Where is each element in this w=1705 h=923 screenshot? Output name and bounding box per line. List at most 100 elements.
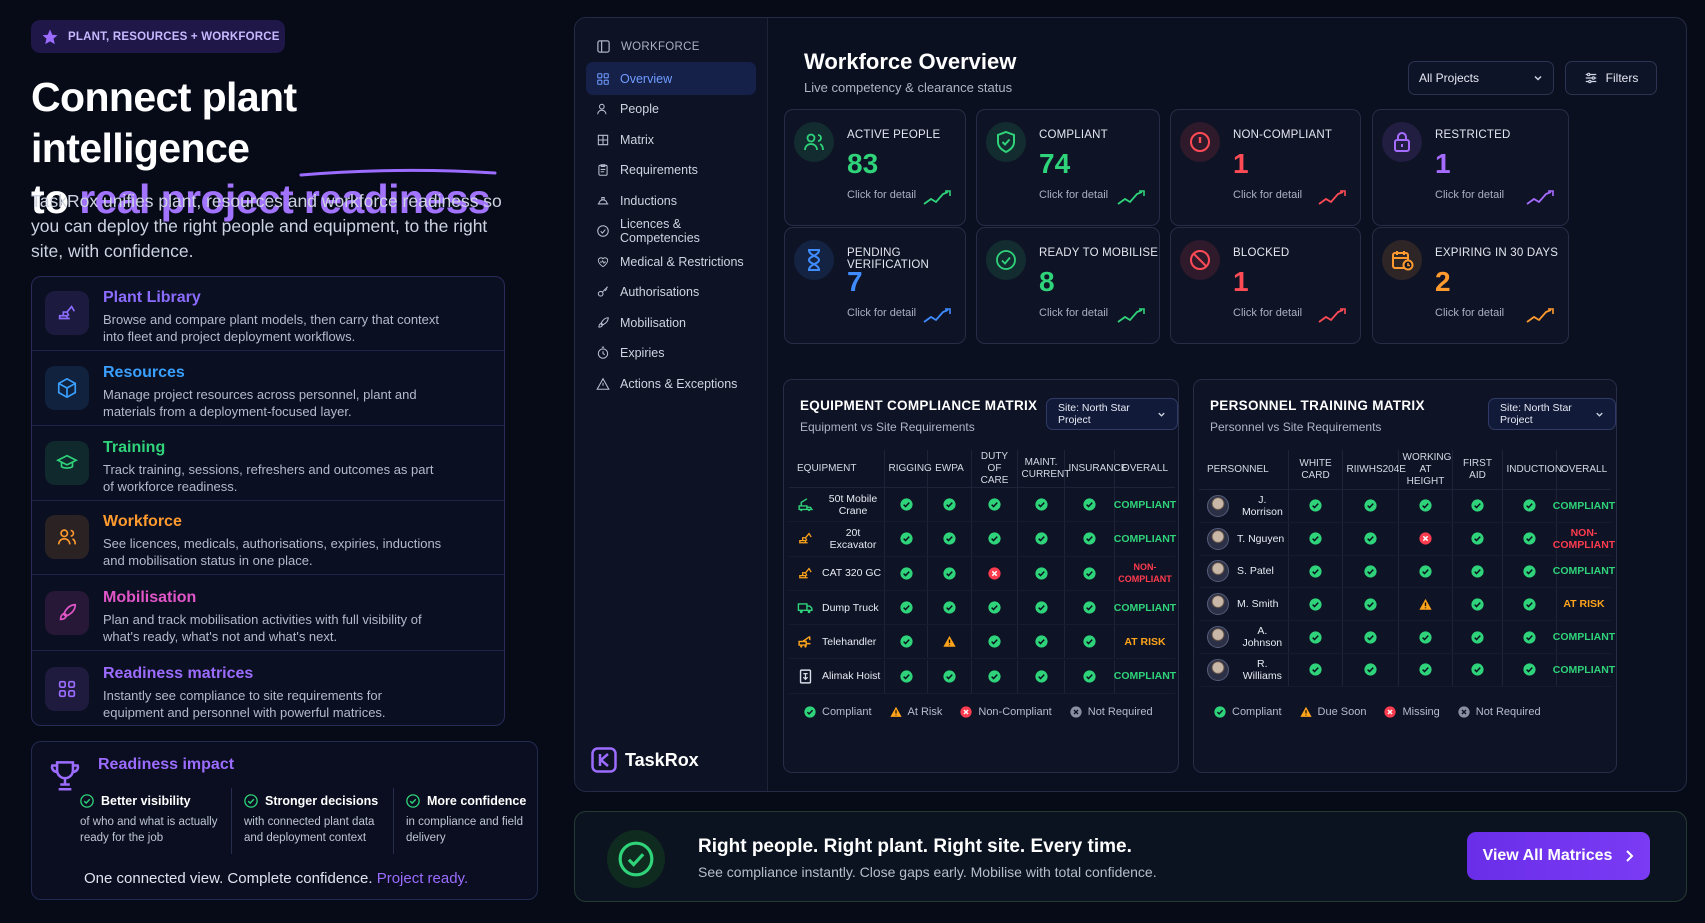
feature-title: Resources	[103, 364, 185, 381]
view-all-matrices-button[interactable]: View All Matrices	[1467, 832, 1650, 880]
feature-mobilisation[interactable]: Mobilisation Plan and track mobilisation …	[32, 577, 504, 651]
feature-readiness-matrices[interactable]: Readiness matrices Instantly see complian…	[32, 653, 504, 725]
impact-footer: One connected view. Complete confidence.…	[84, 870, 468, 887]
column-header: FIRST AID	[1453, 450, 1503, 489]
feature-text: Training Track training, sessions, refres…	[103, 439, 443, 500]
kpi-ready-to-mobilise[interactable]: READY TO MOBILISE 8 Click for detail	[976, 227, 1160, 344]
table-row[interactable]: Alimak Hoist COMPLIANT	[789, 659, 1176, 694]
kpi-value: 74	[1039, 148, 1071, 179]
sidebar-section-workforce[interactable]: WORKFORCE	[586, 30, 756, 63]
sidebar-item-licences-competencies[interactable]: Licences & Competencies	[586, 215, 756, 248]
kpi-restricted[interactable]: RESTRICTED 1 Click for detail	[1372, 109, 1569, 226]
sidebar-item-people[interactable]: People	[586, 93, 756, 126]
overall-status-cell: COMPLIANT	[1114, 591, 1176, 624]
kpi-non-compliant[interactable]: NON-COMPLIANT 1 Click for detail	[1170, 109, 1361, 226]
avatar	[1207, 560, 1229, 583]
column-header: OVERALL	[1557, 450, 1611, 489]
site-select[interactable]: Site: North Star Project	[1046, 398, 1178, 430]
sidebar-item-label: People	[620, 102, 659, 116]
kpi-expiring-in-30-days[interactable]: EXPIRING IN 30 DAYS 2 Click for detail	[1372, 227, 1569, 344]
row-label-cell: M. Smith	[1199, 588, 1289, 621]
sidebar-item-mobilisation[interactable]: Mobilisation	[586, 306, 756, 339]
table-row[interactable]: CAT 320 GC NON-COMPLIANT	[789, 556, 1175, 591]
table-row[interactable]: T. Nguyen NON-COMPLIANT	[1199, 522, 1615, 556]
sparkline-icon	[1318, 306, 1348, 324]
site-select-value: Site: North Star Project	[1500, 402, 1572, 426]
feature-plant-library[interactable]: Plant Library Browse and compare plant mo…	[32, 277, 504, 351]
overall-status-cell: COMPLIANT	[1113, 488, 1177, 521]
status-badge: COMPLIANT	[1113, 498, 1177, 511]
column-header-label: FIRST AID	[1463, 457, 1492, 481]
column-header: INSURANCE	[1065, 450, 1127, 487]
sidebar-item-expiries[interactable]: Expiries	[586, 337, 756, 370]
feature-workforce[interactable]: Workforce See licences, medicals, authori…	[32, 501, 504, 575]
legend-item: Due Soon	[1299, 706, 1366, 718]
table-row[interactable]: Telehandler AT RISK	[789, 625, 1175, 660]
check-circle-icon	[1503, 621, 1557, 653]
rocket-icon	[45, 591, 89, 635]
sidebar-item-matrix[interactable]: Matrix	[586, 123, 756, 156]
sidebar-item-actions-exceptions[interactable]: Actions & Exceptions	[586, 367, 756, 400]
banner-title: Right people. Right plant. Right site. E…	[698, 836, 1132, 857]
check-circle-icon	[1343, 555, 1399, 588]
check-circle-icon	[596, 224, 610, 238]
check-circle-icon	[1214, 706, 1226, 718]
check-circle-icon	[1018, 625, 1065, 659]
sparkline-icon	[1117, 306, 1147, 324]
table-row[interactable]: Dump Truck COMPLIANT	[789, 590, 1176, 626]
check-circle-icon	[928, 488, 972, 522]
check-circle-icon	[1289, 555, 1343, 588]
kpi-hint: Click for detail	[847, 189, 917, 201]
row-label-cell: S. Patel	[1199, 555, 1289, 588]
legend-item: Compliant	[1214, 706, 1282, 718]
excavator-icon	[45, 291, 89, 335]
check-circle-icon	[1018, 556, 1065, 590]
site-select[interactable]: Site: North Star Project	[1488, 398, 1616, 430]
sidebar-item-medical-restrictions[interactable]: Medical & Restrictions	[586, 245, 756, 278]
table-row[interactable]: 20t Excavator COMPLIANT	[789, 522, 1176, 557]
sidebar-item-authorisations[interactable]: Authorisations	[586, 276, 756, 309]
row-name: 20t Excavator	[829, 526, 877, 551]
check-circle-icon	[1453, 555, 1503, 588]
check-circle-icon	[1018, 522, 1065, 556]
table-row[interactable]: A. Johnson COMPLIANT	[1199, 621, 1615, 654]
row-name: CAT 320 GC	[822, 567, 882, 580]
check-circle-icon	[972, 590, 1018, 625]
sidebar-item-overview[interactable]: Overview	[586, 62, 756, 95]
table-row[interactable]: 50t Mobile Crane COMPLIANT	[789, 488, 1177, 523]
taskrox-logo-icon	[591, 747, 617, 773]
check-circle-icon	[1453, 588, 1503, 621]
people-icon	[596, 102, 610, 116]
not-required-icon	[1458, 706, 1470, 718]
impact-divider	[393, 788, 394, 854]
kpi-compliant[interactable]: COMPLIANT 74 Click for detail	[976, 109, 1160, 226]
sidebar-item-inductions[interactable]: Inductions	[586, 184, 756, 217]
matrix-subtitle: Equipment vs Site Requirements	[800, 420, 975, 434]
brand-logo[interactable]: TaskRox	[591, 747, 699, 773]
feature-desc: Browse and compare plant models, then ca…	[103, 312, 440, 344]
table-row[interactable]: M. Smith AT RISK	[1199, 588, 1611, 622]
hero-badge-label: PLANT, RESOURCES + WORKFORCE	[68, 30, 280, 43]
kpi-active-people[interactable]: ACTIVE PEOPLE 83 Click for detail	[784, 109, 966, 226]
project-select[interactable]: All Projects	[1408, 61, 1554, 95]
row-name: R. Williams	[1242, 657, 1282, 682]
kpi-pending-verification[interactable]: PENDING VERIFICATION 7 Click for detail	[784, 227, 966, 344]
sidebar-item-label: Medical & Restrictions	[620, 254, 744, 269]
chevron-right-icon	[1624, 849, 1634, 863]
row-name: A. Johnson	[1242, 625, 1283, 650]
table-row[interactable]: J. Morrison COMPLIANT	[1199, 490, 1615, 523]
excavator-icon	[797, 565, 814, 582]
overall-status-cell: COMPLIANT	[1114, 660, 1176, 693]
sidebar-item-requirements[interactable]: Requirements	[586, 154, 756, 187]
check-circle-icon	[1065, 590, 1115, 625]
feature-resources[interactable]: Resources Manage project resources across…	[32, 352, 504, 426]
table-row[interactable]: R. Williams COMPLIANT	[1199, 654, 1615, 687]
kpi-blocked[interactable]: BLOCKED 1 Click for detail	[1170, 227, 1361, 344]
legend-label: Compliant	[822, 706, 872, 718]
check-circle-icon	[1453, 621, 1503, 653]
feature-training[interactable]: Training Track training, sessions, refres…	[32, 427, 504, 501]
hardhat-icon	[596, 194, 610, 208]
filters-button[interactable]: Filters	[1565, 61, 1657, 95]
check-circle-icon	[1065, 522, 1115, 556]
table-row[interactable]: S. Patel COMPLIANT	[1199, 555, 1615, 589]
